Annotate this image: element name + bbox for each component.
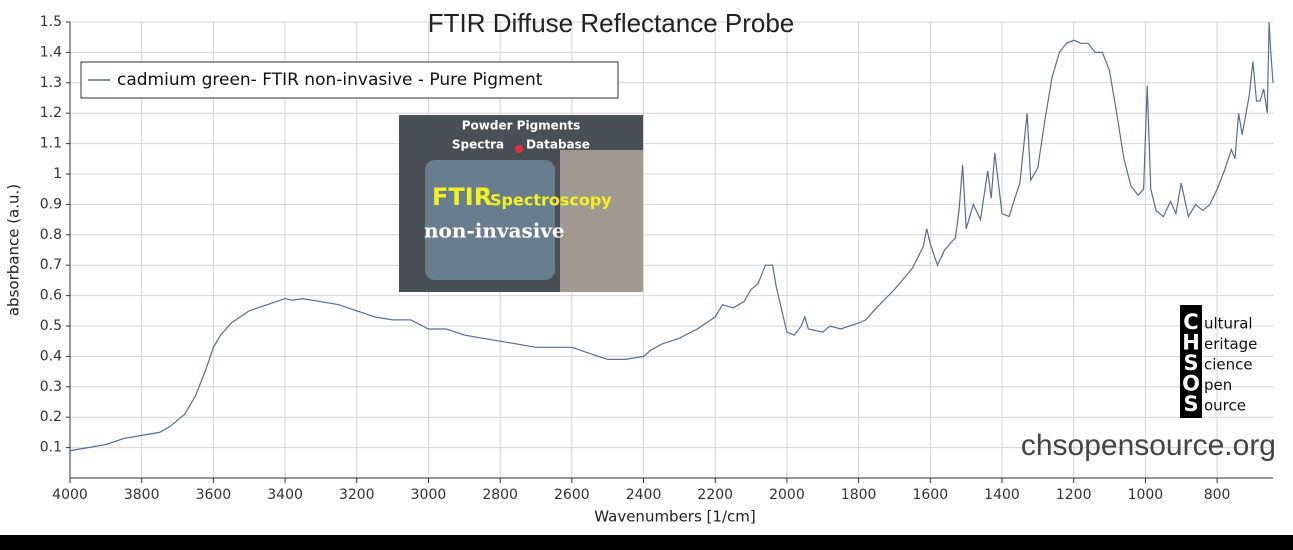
logo-initial: C	[1183, 310, 1198, 334]
y-tick-label: 0.7	[40, 257, 62, 273]
y-tick-label: 1.3	[40, 75, 62, 91]
y-tick-label: 1.2	[40, 105, 62, 121]
x-tick-label: 2200	[697, 487, 733, 503]
x-tick-label: 3400	[267, 487, 303, 503]
x-tick-label: 1200	[1056, 487, 1092, 503]
y-axis-label: absorbance (a.u.)	[5, 184, 23, 316]
x-tick-label: 1000	[1128, 487, 1164, 503]
y-tick-label: 0.5	[40, 318, 62, 334]
x-tick-label: 2600	[554, 487, 590, 503]
x-tick-label: 3600	[196, 487, 232, 503]
logo-word: eritage	[1204, 335, 1257, 353]
y-tick-label: 1.5	[40, 14, 62, 30]
inset-image: Powder Pigments Spectra Database FTIR Sp…	[399, 115, 643, 292]
inset-text: FTIR	[432, 183, 492, 211]
inset-wood	[560, 150, 643, 292]
legend-box	[80, 61, 619, 99]
x-tick-label: 2400	[626, 487, 662, 503]
logo-word: ultural	[1204, 315, 1253, 333]
y-tick-label: 0.3	[40, 379, 62, 395]
y-tick-label: 0.9	[40, 196, 62, 212]
y-tick-label: 0.4	[40, 348, 62, 364]
inset-text: Powder Pigments	[462, 119, 581, 133]
y-tick-label: 0.1	[40, 440, 62, 456]
x-tick-label: 800	[1204, 487, 1231, 503]
logo-word: pen	[1204, 376, 1232, 394]
y-tick-label: 0.6	[40, 288, 62, 304]
logo-initial: O	[1182, 372, 1200, 396]
x-tick-label: 4000	[52, 487, 88, 503]
chart-title: FTIR Diffuse Reflectance Probe	[428, 8, 795, 38]
y-tick-label: 1.1	[40, 136, 62, 152]
logo-initial: S	[1183, 392, 1198, 416]
x-tick-label: 1400	[984, 487, 1020, 503]
logo-word: ource	[1204, 397, 1246, 415]
y-tick-label: 1	[53, 166, 62, 182]
bottom-bar	[0, 535, 1293, 550]
logo-initial: H	[1182, 331, 1200, 355]
inset-text: Spectra	[452, 138, 504, 152]
inset-probe	[425, 160, 555, 280]
x-tick-label: 3000	[411, 487, 447, 503]
logo-initial: S	[1183, 351, 1198, 375]
inset-led	[515, 145, 523, 153]
x-tick-label: 2800	[482, 487, 518, 503]
x-tick-label: 1800	[841, 487, 877, 503]
x-tick-label: 3800	[124, 487, 160, 503]
x-tick-label: 3200	[339, 487, 375, 503]
logo-bar	[1180, 305, 1202, 418]
series-line	[69, 21, 1274, 452]
legend: cadmium green- FTIR non-invasive - Pure …	[80, 61, 619, 99]
x-tick-label: 1600	[912, 487, 948, 503]
y-tick-label: 0.2	[40, 409, 62, 425]
y-tick-label: 1.4	[40, 44, 62, 60]
watermark: chsopensource.org	[1021, 429, 1276, 462]
x-tick-label: 2000	[769, 487, 805, 503]
legend-label: cadmium green- FTIR non-invasive - Pure …	[117, 70, 543, 90]
logo-word: cience	[1204, 356, 1253, 374]
inset-text: Database	[526, 138, 590, 152]
inset-text: non-invasive	[424, 219, 565, 243]
inset-text: Spectroscopy	[490, 191, 612, 210]
x-axis-label: Wavenumbers [1/cm]	[594, 508, 755, 526]
y-tick-label: 0.8	[40, 227, 62, 243]
